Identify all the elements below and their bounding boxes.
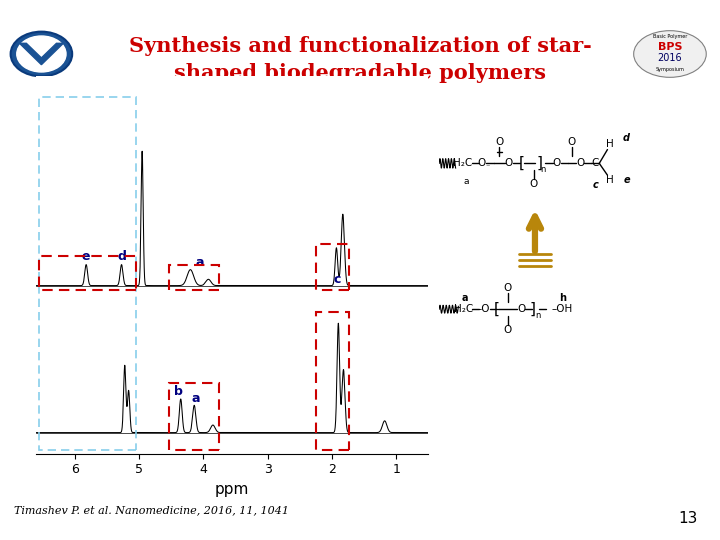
Text: O: O: [505, 158, 513, 168]
Text: a: a: [462, 293, 469, 303]
Text: c: c: [333, 273, 341, 286]
Text: ]: ]: [536, 156, 542, 171]
Text: C: C: [591, 158, 599, 168]
Text: H₂C: H₂C: [454, 304, 474, 314]
Ellipse shape: [11, 32, 72, 76]
Text: n: n: [541, 165, 546, 174]
Text: O: O: [503, 282, 512, 293]
Text: [: [: [518, 156, 524, 171]
Text: c: c: [593, 180, 598, 190]
Text: O: O: [477, 158, 486, 168]
Text: b: b: [174, 385, 184, 398]
Text: –OH: –OH: [552, 304, 573, 314]
X-axis label: ppm: ppm: [215, 482, 249, 497]
Text: Symposium: Symposium: [655, 67, 685, 72]
Text: O: O: [503, 325, 512, 335]
Text: a: a: [464, 177, 469, 186]
Text: –O: –O: [476, 304, 490, 314]
Text: O: O: [576, 158, 584, 168]
Text: d: d: [623, 133, 630, 143]
Text: e: e: [624, 175, 630, 185]
Circle shape: [634, 31, 706, 77]
Text: O: O: [529, 179, 538, 189]
Text: e: e: [82, 251, 91, 264]
Text: [: [: [494, 302, 500, 316]
Text: H: H: [606, 139, 614, 150]
Text: ]: ]: [529, 302, 535, 316]
Text: a: a: [192, 392, 199, 404]
Text: 13: 13: [678, 511, 697, 526]
Text: O: O: [495, 137, 503, 147]
Text: O: O: [553, 158, 561, 168]
Text: H: H: [606, 175, 614, 185]
Text: O: O: [517, 304, 526, 314]
Text: Timashev P. et al. Nanomedicine, 2016, 11, 1041: Timashev P. et al. Nanomedicine, 2016, 1…: [14, 505, 289, 515]
Text: Synthesis and functionalization of star-
shaped biodegradable polymers: Synthesis and functionalization of star-…: [129, 36, 591, 83]
Text: O: O: [568, 137, 576, 147]
Text: ⁻: ⁻: [485, 162, 490, 171]
Text: a: a: [196, 256, 204, 269]
Text: BPS: BPS: [657, 42, 683, 52]
Text: H₂C: H₂C: [453, 158, 472, 168]
Text: Basic Polymer: Basic Polymer: [653, 35, 687, 39]
Text: d: d: [117, 251, 126, 264]
Text: h: h: [559, 293, 566, 303]
Text: n: n: [535, 310, 541, 320]
Text: 2016: 2016: [657, 53, 683, 63]
Ellipse shape: [17, 36, 66, 72]
Polygon shape: [19, 43, 63, 65]
